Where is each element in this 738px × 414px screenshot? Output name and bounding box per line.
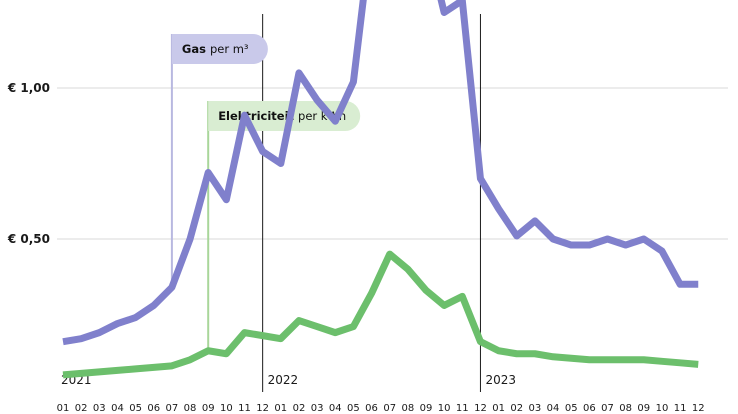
x-tick-label: 02 [510, 403, 523, 414]
x-tick-label: 12 [256, 403, 269, 414]
series-0 [62, 0, 699, 346]
x-tick-label: 11 [456, 403, 469, 414]
x-tick-label: 10 [656, 403, 669, 414]
x-tick-label: 04 [111, 403, 124, 414]
x-tick-label: 12 [474, 403, 487, 414]
x-tick-label: 07 [166, 403, 179, 414]
x-tick-label: 06 [147, 403, 160, 414]
series-label-0: Gas per m³ [170, 34, 268, 288]
x-tick-label: 06 [583, 403, 596, 414]
x-tick-label: 12 [692, 403, 705, 414]
x-tick-label: 03 [93, 403, 106, 414]
x-tick-label: 09 [202, 403, 215, 414]
year-labels: 2021 2022 2023 [61, 373, 516, 387]
x-tick-label: 06 [365, 403, 378, 414]
year-label: 2022 [268, 373, 299, 387]
x-tick-label: 05 [129, 403, 142, 414]
x-tick-label: 01 [57, 403, 70, 414]
series-1 [62, 250, 699, 379]
y-tick-label: € 1,00 [7, 81, 50, 95]
x-tick-label: 02 [75, 403, 88, 414]
x-tick-label: 09 [637, 403, 650, 414]
x-tick-label: 05 [347, 403, 360, 414]
x-tick-label: 01 [492, 403, 505, 414]
series-unit: per m³ [210, 42, 249, 56]
label-box [171, 34, 268, 64]
x-tick-label: 01 [274, 403, 287, 414]
x-tick-label: 08 [401, 403, 414, 414]
x-tick-label: 11 [674, 403, 687, 414]
series-line [62, 0, 699, 346]
series-lines [62, 0, 699, 379]
x-tick-label: 02 [293, 403, 306, 414]
series-name: Gas [182, 42, 206, 56]
y-tick-label: € 0,50 [7, 232, 50, 246]
x-tick-label: 04 [329, 403, 342, 414]
x-tick-label: 07 [383, 403, 396, 414]
x-tick-label: 04 [547, 403, 560, 414]
year-label: 2023 [485, 373, 516, 387]
x-tick-label: 03 [311, 403, 324, 414]
x-tick-label: 10 [220, 403, 233, 414]
x-axis-month-ticks: 01 02 03 04 05 06 07 08 09 10 11 12 01 02 03 04 05 06 07 08… [57, 403, 705, 414]
x-tick-label: 09 [420, 403, 433, 414]
series-name: Elektriciteit [218, 109, 294, 123]
series-label-text: Gas per m³ [182, 42, 249, 56]
x-tick-label: 03 [529, 403, 542, 414]
x-tick-label: 07 [601, 403, 614, 414]
x-tick-label: 11 [238, 403, 251, 414]
x-tick-label: 05 [565, 403, 578, 414]
series-line [62, 250, 699, 379]
year-divider-lines [262, 14, 481, 392]
x-tick-label: 08 [619, 403, 632, 414]
gridlines [57, 87, 728, 240]
x-tick-label: 08 [184, 403, 197, 414]
x-tick-label: 10 [438, 403, 451, 414]
y-axis-ticks: € 0,50€ 1,00€ 1,50€ 2,00€ 2,50 [7, 81, 50, 246]
